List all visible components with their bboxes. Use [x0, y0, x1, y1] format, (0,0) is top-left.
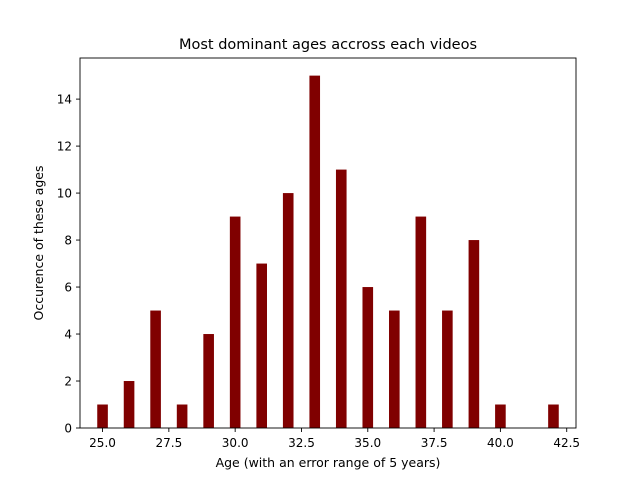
x-tick-label: 42.5 — [553, 436, 580, 450]
x-tick-label: 25.0 — [89, 436, 116, 450]
x-tick-label: 27.5 — [155, 436, 182, 450]
y-tick-label: 10 — [57, 187, 72, 201]
bar-age-38 — [442, 310, 453, 428]
x-tick-label: 30.0 — [222, 436, 249, 450]
bar-age-26 — [123, 381, 135, 428]
bar-age-37 — [415, 216, 427, 428]
plot-background — [80, 58, 576, 428]
bar-age-40 — [495, 404, 506, 428]
y-tick-label: 12 — [57, 140, 72, 154]
y-tick-label: 6 — [64, 281, 72, 295]
plot-frame — [79, 57, 577, 429]
bar-age-31 — [256, 263, 267, 428]
bar-age-25 — [97, 404, 108, 428]
bar-age-30 — [229, 216, 241, 428]
y-tick-label: 0 — [64, 422, 72, 436]
x-axis-label: Age (with an error range of 5 years) — [216, 455, 441, 470]
x-tick-label: 35.0 — [354, 436, 381, 450]
y-tick-label: 4 — [64, 328, 72, 342]
bars-group — [97, 75, 559, 429]
bar-age-34 — [335, 169, 347, 428]
bar-age-42 — [548, 404, 559, 428]
chart-title: Most dominant ages accross each videos — [179, 37, 477, 53]
x-tick-label: 40.0 — [487, 436, 514, 450]
y-tick-label: 14 — [57, 93, 72, 107]
x-axis-ticks: 25.0 27.5 30.0 32.5 35.0 37.5 40.0 42.5 — [89, 428, 580, 450]
bar-age-33 — [309, 75, 321, 429]
bar-age-36 — [389, 310, 400, 428]
x-tick-label: 32.5 — [288, 436, 315, 450]
y-axis-ticks: 0 2 4 6 8 10 12 14 — [57, 93, 80, 436]
plot-area: 25.0 27.5 30.0 32.5 35.0 37.5 40.0 42.5 0 2 4 6 8 10… — [57, 57, 580, 450]
bar-age-32 — [282, 193, 294, 428]
bar-age-29 — [203, 334, 214, 428]
x-tick-label: 37.5 — [421, 436, 448, 450]
bar-age-27 — [150, 310, 161, 428]
y-tick-label: 2 — [64, 375, 72, 389]
y-tick-label: 8 — [64, 234, 72, 248]
bar-age-28 — [176, 404, 188, 428]
y-axis-label: Occurence of these ages — [31, 165, 46, 320]
bar-age-35 — [362, 287, 374, 428]
bar-age-39 — [468, 240, 480, 428]
